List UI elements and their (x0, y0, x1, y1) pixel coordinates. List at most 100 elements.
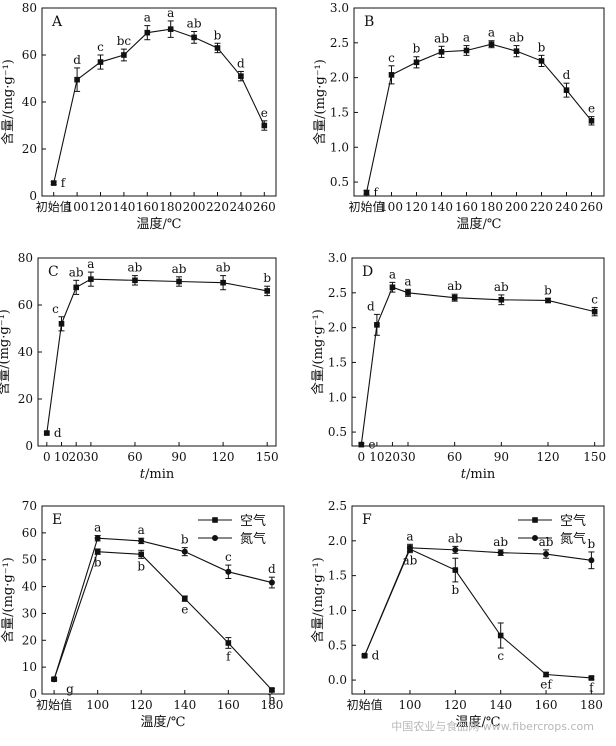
y-tick-label: 2.0 (328, 321, 347, 335)
x-axis-label: 温度/℃ (137, 216, 182, 232)
data-point (363, 189, 370, 196)
data-point (181, 548, 188, 555)
data-point (451, 294, 458, 301)
x-tick-label: 140 (173, 698, 196, 712)
x-tick-label: 120 (89, 200, 112, 214)
series-line (364, 548, 592, 679)
y-tick-label: 0 (29, 189, 37, 203)
y-tick-label: 20 (22, 142, 37, 156)
x-tick-label: 100 (399, 698, 422, 712)
significance-letter: b (181, 533, 189, 547)
data-point (264, 288, 270, 294)
x-tick-label: 10 (369, 450, 384, 464)
x-tick-label: 60 (127, 450, 142, 464)
y-tick-label: 80 (18, 251, 33, 265)
y-tick-label: 0.5 (328, 425, 347, 439)
x-tick-label: 120 (130, 698, 153, 712)
significance-letter: bc (117, 34, 132, 48)
plot-frame (41, 505, 285, 695)
significance-letter: c (591, 292, 598, 306)
x-tick-label: 140 (489, 698, 512, 712)
significance-letter: b (451, 583, 459, 597)
significance-letter: c (497, 649, 504, 663)
significance-letter: ab (539, 535, 554, 549)
x-tick-label: 120 (405, 200, 428, 214)
data-point (588, 118, 595, 124)
significance-letter: a (488, 26, 495, 40)
significance-letter: ab (434, 31, 449, 45)
panel-e: E 0 10 20 30 40 50 60 70 初始值 100 120 140 160 180 温度/℃ 含量… (0, 499, 285, 730)
data-point (225, 568, 232, 575)
x-axis-label-unit: /min (145, 467, 175, 482)
series-square: e d a a ab ab b c (358, 267, 598, 452)
y-tick-label: 2.0 (328, 534, 347, 548)
significance-letter: e (588, 102, 595, 116)
data-point (58, 321, 65, 327)
significance-letter: a (138, 523, 145, 537)
x-tick-label: 200 (183, 200, 206, 214)
significance-letter: b (214, 28, 222, 42)
significance-letter: ef (540, 678, 553, 692)
data-point (389, 284, 396, 291)
y-tick-label: 0.5 (330, 175, 349, 189)
data-point (144, 29, 151, 36)
significance-letter: ab (448, 531, 463, 545)
series-circle: a ab ab ab b (361, 529, 596, 659)
legend-marker (212, 535, 218, 541)
plot-frame (41, 7, 277, 197)
y-tick-label: 3.0 (328, 251, 347, 265)
significance-letter: d (372, 649, 380, 663)
y-axis-label: 含量/(mg·g⁻¹) (0, 557, 16, 643)
significance-letter: d (54, 426, 62, 440)
significance-letter: a (406, 529, 413, 543)
y-tick-label: 2.5 (328, 499, 347, 513)
x-tick-label: 60 (447, 450, 462, 464)
x-tick-label: 160 (217, 698, 240, 712)
x-tick-label: 100 (66, 200, 89, 214)
panel-label: A (51, 14, 63, 30)
data-point (452, 546, 459, 553)
y-tick-label: 40 (18, 345, 33, 359)
x-axis-label-var: t (461, 467, 467, 482)
series-circle: a a b c d (51, 521, 276, 683)
significance-letter: ab (447, 279, 462, 293)
x-tick-label: 260 (580, 200, 603, 214)
y-tick-label: 3.0 (330, 1, 349, 15)
data-point (513, 48, 520, 54)
significance-letter: a (389, 267, 396, 281)
data-point (138, 551, 145, 558)
plot-frame (353, 7, 605, 197)
significance-letter: g (66, 682, 74, 696)
data-point (132, 277, 138, 284)
y-tick-label: 2.0 (330, 71, 349, 85)
significance-letter: c (225, 550, 232, 564)
significance-letter: ab (187, 17, 202, 31)
data-point (138, 537, 145, 544)
y-tick-label: 50 (22, 553, 37, 567)
x-tick-label: 0 (358, 450, 366, 464)
data-point (405, 290, 411, 296)
significance-letter: a (463, 31, 470, 45)
significance-letter: e (181, 602, 188, 616)
y-tick-label: 60 (22, 48, 37, 62)
x-tick-label: 160 (535, 698, 558, 712)
x-tick-label: 30 (400, 450, 415, 464)
x-axis-label: t/min (140, 467, 175, 482)
x-tick-label: 180 (260, 698, 283, 712)
significance-letter: c (388, 51, 395, 65)
y-axis-label: 含量/(mg·g⁻¹) (310, 309, 326, 395)
significance-letter: b (94, 555, 102, 569)
series-line (53, 28, 265, 184)
x-axis-label: 温度/℃ (457, 216, 502, 232)
x-tick-label: 20 (385, 450, 400, 464)
y-tick-label: 1.5 (328, 355, 347, 369)
x-tick-label: 初始值 (36, 697, 72, 712)
x-tick-label: 150 (583, 450, 606, 464)
significance-letter: a (94, 521, 101, 535)
significance-letter: d (237, 56, 245, 70)
x-tick-label: 100 (380, 200, 403, 214)
significance-letter: f (61, 176, 67, 190)
